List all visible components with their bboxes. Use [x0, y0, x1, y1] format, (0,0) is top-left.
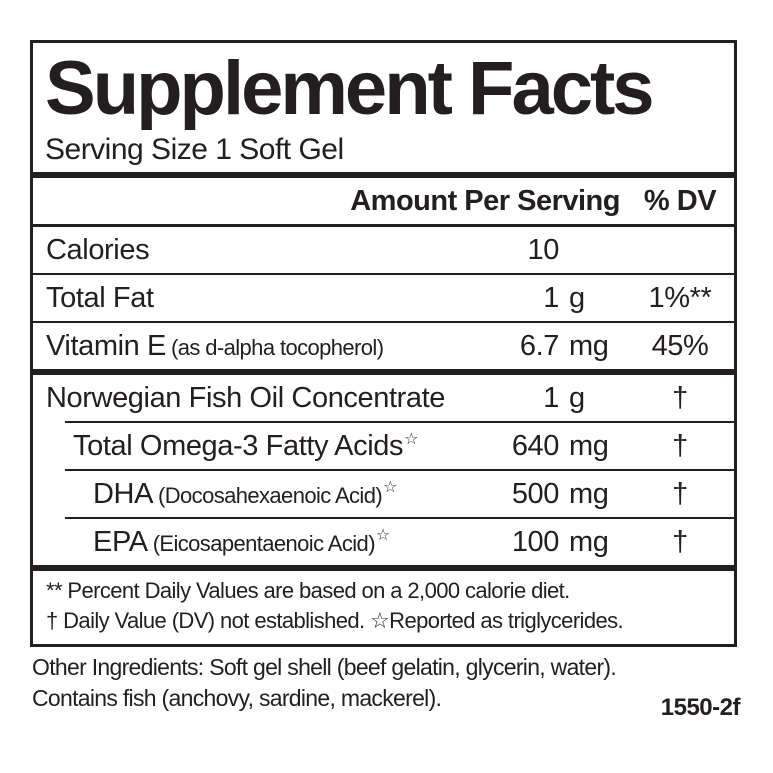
amount-unit: mg — [569, 477, 609, 510]
amount-unit: g — [569, 381, 585, 414]
row-total-fat: Total Fat 1 g 1%** — [33, 275, 734, 321]
footnote-percent-dv: ** Percent Daily Values are based on a 2… — [46, 578, 570, 603]
nutrient-note: (Docosahexaenoic Acid) — [158, 482, 383, 508]
divider-thin-indented — [65, 517, 734, 519]
row-epa: EPA (Eicosapentaenoic Acid)☆ 100 mg † — [33, 519, 734, 565]
nutrient-note: (Eicosapentaenoic Acid) — [152, 530, 376, 556]
divider-thin-indented — [65, 469, 734, 471]
amount-value: 6.7 — [519, 329, 560, 362]
nutrient-name: Total Omega-3 Fatty Acids — [73, 429, 404, 462]
amount-value: 100 — [511, 525, 560, 558]
amount-value: 10 — [527, 233, 560, 266]
amount-value: 500 — [511, 477, 560, 510]
dv-value: † — [672, 381, 688, 414]
dv-value: † — [672, 477, 688, 510]
dv-value: 1%** — [648, 281, 712, 314]
supplement-facts-panel: Supplement Facts Serving Size 1 Soft Gel… — [30, 40, 737, 647]
row-fish-oil-concentrate: Norwegian Fish Oil Concentrate 1 g † — [33, 375, 734, 421]
amount-unit: g — [569, 281, 585, 314]
nutrient-note: (as d-alpha tocopherol) — [170, 334, 384, 360]
product-code: 1550-2f — [660, 694, 741, 721]
other-ingredients: Other Ingredients: Soft gel shell (beef … — [32, 652, 617, 714]
row-vitamin-e: Vitamin E (as d-alpha tocopherol) 6.7 mg … — [33, 323, 734, 369]
row-calories: Calories 10 — [33, 227, 734, 273]
divider-thin-indented — [65, 421, 734, 423]
divider-thick — [33, 172, 734, 178]
nutrient-name: Norwegian Fish Oil Concentrate — [46, 381, 446, 414]
nutrient-name: Vitamin E — [46, 329, 166, 362]
nutrient-name: Calories — [46, 233, 150, 266]
amount-unit: mg — [569, 429, 609, 462]
nutrient-name: DHA — [93, 477, 154, 510]
dv-value: † — [672, 525, 688, 558]
amount-per-serving-header: Amount Per Serving — [350, 184, 620, 217]
star-footnote-marker: ☆ — [404, 428, 419, 448]
divider-thin — [33, 321, 734, 323]
row-total-omega-3: Total Omega-3 Fatty Acids☆ 640 mg † — [33, 423, 734, 469]
divider-thin — [33, 273, 734, 275]
amount-unit: mg — [569, 329, 609, 362]
star-footnote-marker: ☆ — [375, 524, 390, 544]
percent-dv-header: % DV — [643, 184, 717, 217]
amount-unit: mg — [569, 525, 609, 558]
nutrient-name: Total Fat — [46, 281, 154, 314]
panel-title: Supplement Facts — [45, 46, 655, 131]
star-footnote-marker: ☆ — [383, 476, 398, 496]
title-block: Supplement Facts Serving Size 1 Soft Gel — [33, 43, 734, 172]
row-dha: DHA (Docosahexaenoic Acid)☆ 500 mg † — [33, 471, 734, 517]
divider-thick — [33, 565, 734, 571]
other-ingredients-line: Contains fish (anchovy, sardine, mackere… — [32, 685, 442, 711]
dv-value: 45% — [651, 329, 709, 362]
amount-value: 640 — [511, 429, 560, 462]
footnotes: ** Percent Daily Values are based on a 2… — [33, 571, 734, 644]
amount-value: 1 — [543, 381, 559, 414]
amount-value: 1 — [543, 281, 559, 314]
footnote-daily-value: † Daily Value (DV) not established. ☆Rep… — [46, 608, 624, 633]
divider-medium — [33, 224, 734, 227]
dv-value: † — [672, 429, 688, 462]
divider-thick — [33, 369, 734, 375]
column-headers: Amount Per Serving % DV — [33, 178, 734, 224]
serving-size: Serving Size 1 Soft Gel — [45, 133, 344, 166]
other-ingredients-line: Other Ingredients: Soft gel shell (beef … — [32, 654, 617, 680]
nutrient-name: EPA — [93, 525, 148, 558]
